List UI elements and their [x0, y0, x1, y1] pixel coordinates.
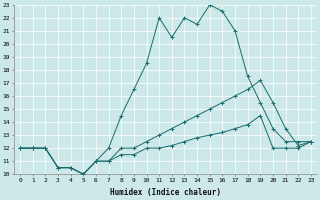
X-axis label: Humidex (Indice chaleur): Humidex (Indice chaleur) [110, 188, 221, 197]
